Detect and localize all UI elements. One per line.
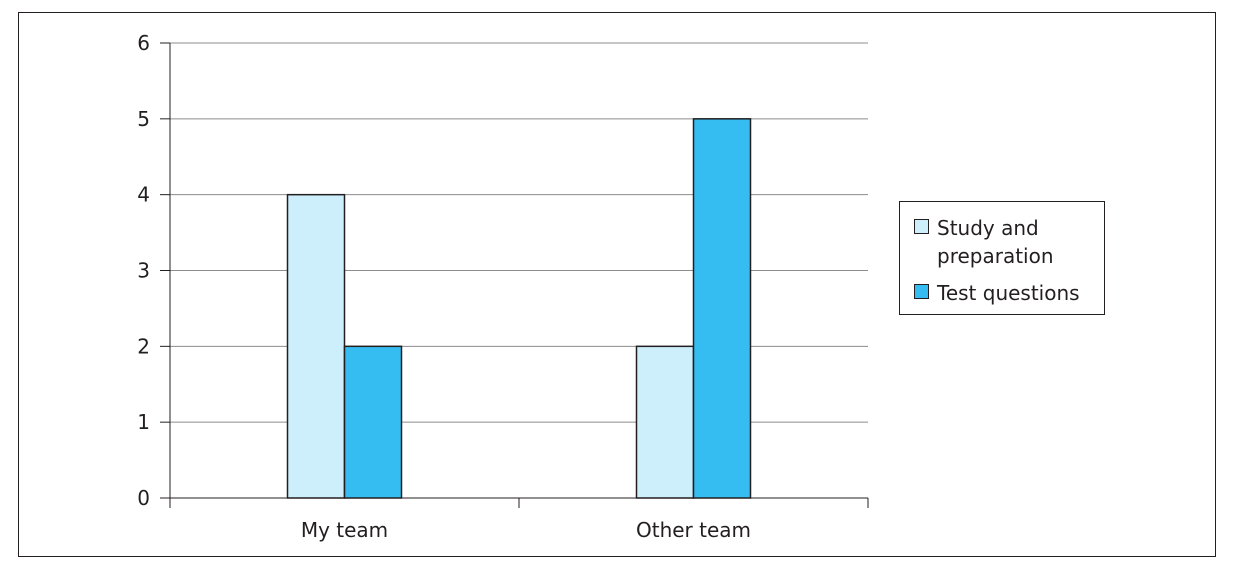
bar xyxy=(286,193,346,499)
y-tick-label: 1 xyxy=(137,410,150,434)
y-tick-label: 5 xyxy=(137,107,150,131)
bar xyxy=(343,345,403,499)
legend-label-study: Study and preparation xyxy=(937,216,1054,268)
y-tick-label: 6 xyxy=(137,31,150,55)
x-category-label: My team xyxy=(301,518,388,542)
legend-swatch-test xyxy=(914,284,929,299)
y-tick-label: 4 xyxy=(137,183,150,207)
bar xyxy=(692,118,752,499)
bar xyxy=(635,345,695,499)
legend-label-test: Test questions xyxy=(937,281,1080,305)
y-tick-label: 2 xyxy=(137,334,150,358)
x-category-label: Other team xyxy=(636,518,751,542)
legend: Study and preparation Test questions xyxy=(899,201,1105,315)
legend-item-study: Study and preparation xyxy=(914,214,1097,270)
legend-item-test: Test questions xyxy=(914,279,1097,307)
legend-swatch-study xyxy=(914,219,929,234)
y-tick-label: 3 xyxy=(137,259,150,283)
y-tick-label: 0 xyxy=(137,486,150,510)
